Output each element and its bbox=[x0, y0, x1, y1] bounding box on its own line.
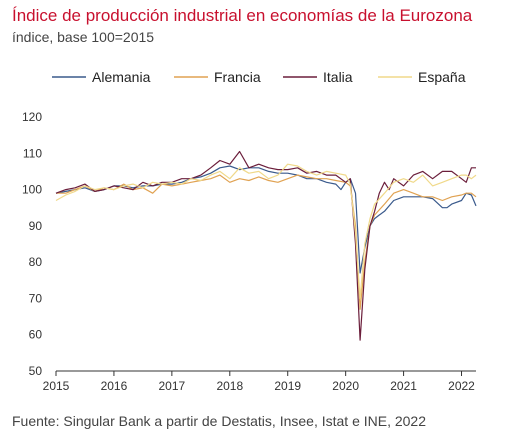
legend-label: Italia bbox=[323, 69, 353, 85]
x-tick-label: 2016 bbox=[101, 379, 128, 393]
x-tick-label: 2021 bbox=[390, 379, 417, 393]
y-axis: 50 60 70 80 90 100 110 120 bbox=[22, 110, 42, 378]
series-line-francia bbox=[56, 174, 477, 310]
legend-label: Francia bbox=[214, 69, 261, 85]
y-tick-label: 120 bbox=[22, 110, 42, 124]
y-tick-label: 90 bbox=[29, 219, 43, 233]
x-tick-label: 2015 bbox=[43, 379, 70, 393]
y-tick-label: 50 bbox=[29, 364, 43, 378]
series-line-alemania bbox=[55, 165, 477, 274]
x-tick-label: 2017 bbox=[159, 379, 186, 393]
x-tick-label: 2022 bbox=[448, 379, 475, 393]
chart-title: Índice de producción industrial en econo… bbox=[12, 6, 473, 25]
legend: Alemania Francia Italia España bbox=[52, 69, 466, 85]
chart-subtitle: índice, base 100=2015 bbox=[12, 29, 155, 45]
x-tick-label: 2019 bbox=[274, 379, 301, 393]
x-axis: 2015 2016 2017 2018 2019 2020 2021 2022 bbox=[43, 370, 476, 393]
legend-label: Alemania bbox=[92, 69, 151, 85]
y-tick-label: 80 bbox=[29, 255, 43, 269]
y-tick-label: 100 bbox=[22, 183, 42, 197]
y-tick-label: 60 bbox=[29, 328, 43, 342]
series-line-espana bbox=[55, 163, 477, 299]
y-tick-label: 110 bbox=[23, 146, 42, 160]
source-note: Fuente: Singular Bank a partir de Destat… bbox=[12, 413, 427, 429]
series-group bbox=[55, 150, 477, 341]
y-tick-label: 70 bbox=[29, 291, 43, 305]
x-tick-label: 2018 bbox=[216, 379, 243, 393]
series-line-italia bbox=[55, 150, 476, 341]
x-tick-label: 2020 bbox=[332, 379, 359, 393]
legend-label: España bbox=[418, 69, 466, 85]
